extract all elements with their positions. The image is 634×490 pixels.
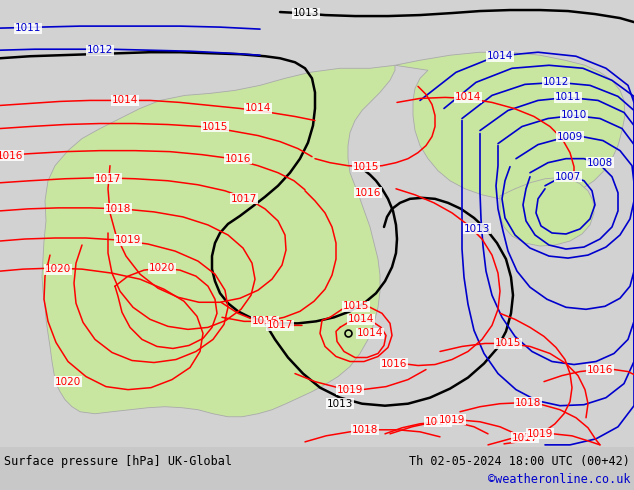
Text: 1013: 1013 xyxy=(293,8,319,18)
Text: 1019: 1019 xyxy=(439,415,465,425)
Text: 1008: 1008 xyxy=(587,158,613,168)
Text: 1017: 1017 xyxy=(95,174,121,184)
Text: 1016: 1016 xyxy=(355,188,381,198)
Text: 1012: 1012 xyxy=(87,45,113,55)
Text: 1014: 1014 xyxy=(245,103,271,114)
Text: 1014: 1014 xyxy=(112,96,138,105)
Text: 1017: 1017 xyxy=(512,433,538,443)
Text: 1015: 1015 xyxy=(202,122,228,131)
Text: 1013: 1013 xyxy=(327,399,353,409)
Text: 1020: 1020 xyxy=(149,263,175,273)
Text: 1014: 1014 xyxy=(487,51,513,61)
Text: 1019: 1019 xyxy=(115,235,141,245)
Text: 1011: 1011 xyxy=(15,23,41,33)
Text: 1020: 1020 xyxy=(45,264,71,274)
Text: 1015: 1015 xyxy=(353,162,379,172)
Text: 1015: 1015 xyxy=(343,301,369,311)
Text: 1014: 1014 xyxy=(455,93,481,102)
Polygon shape xyxy=(500,178,594,246)
Text: Th 02-05-2024 18:00 UTC (00+42): Th 02-05-2024 18:00 UTC (00+42) xyxy=(409,455,630,468)
Text: 1015: 1015 xyxy=(495,339,521,348)
Text: 1017: 1017 xyxy=(267,320,293,330)
Text: 1017: 1017 xyxy=(425,417,451,427)
Text: 1018: 1018 xyxy=(352,425,378,435)
Text: 1014: 1014 xyxy=(348,315,374,324)
Text: 1019: 1019 xyxy=(337,385,363,394)
Text: 1010: 1010 xyxy=(561,110,587,121)
Text: 1016: 1016 xyxy=(0,150,23,161)
Text: 1018: 1018 xyxy=(105,204,131,214)
Text: 1019: 1019 xyxy=(527,429,553,439)
Text: ©weatheronline.co.uk: ©weatheronline.co.uk xyxy=(488,473,630,487)
Text: Surface pressure [hPa] UK-Global: Surface pressure [hPa] UK-Global xyxy=(4,455,232,468)
Text: 1012: 1012 xyxy=(543,77,569,87)
Text: 1016: 1016 xyxy=(381,359,407,368)
Text: 1016: 1016 xyxy=(252,317,278,326)
Text: 1014: 1014 xyxy=(357,328,383,339)
Text: 1018: 1018 xyxy=(515,398,541,408)
Text: 1016: 1016 xyxy=(587,365,613,374)
Text: 1013: 1013 xyxy=(464,224,490,234)
Polygon shape xyxy=(42,65,395,417)
Text: 1017: 1017 xyxy=(231,194,257,204)
Text: 1009: 1009 xyxy=(557,132,583,142)
Polygon shape xyxy=(395,52,625,201)
Text: 1020: 1020 xyxy=(55,377,81,387)
Text: 1016: 1016 xyxy=(225,154,251,164)
Text: 1007: 1007 xyxy=(555,172,581,182)
Text: 1011: 1011 xyxy=(555,93,581,102)
